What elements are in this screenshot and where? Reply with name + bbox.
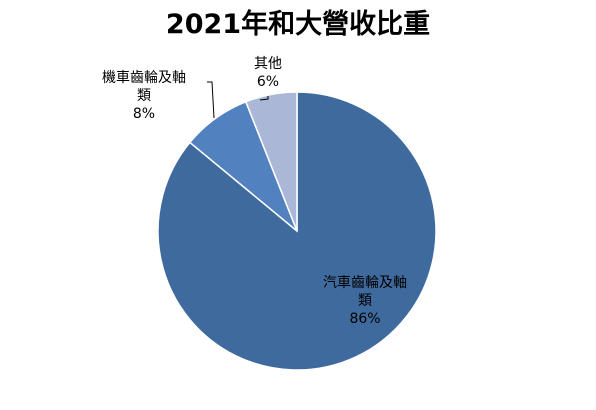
pie-slices [157, 91, 437, 371]
slice-label-2: 機車齒輪及軸類 8% [102, 69, 186, 122]
slice-label-line: 類 [137, 88, 151, 104]
chart-title: 2021年和大營收比重 [166, 8, 430, 40]
slice-label-line: 其他 [254, 56, 282, 72]
slice-label-line: 6% [257, 74, 279, 90]
slice-label-line: 8% [133, 106, 155, 122]
leader-lines [207, 81, 269, 119]
leader-line-3 [259, 96, 269, 101]
slice-label-line: 類 [358, 293, 372, 309]
slice-label-line: 汽車齒輪及軸 [323, 274, 407, 291]
slice-label-line: 86% [349, 311, 380, 327]
leader-line-2 [207, 81, 215, 119]
slice-label-3: 其他 6% [254, 56, 282, 90]
pie-slice-3 [244, 91, 298, 232]
slice-labels: 汽車齒輪及軸類 86%機車齒輪及軸類 8%其他 6% [102, 56, 407, 327]
slice-label-line: 機車齒輪及軸 [102, 69, 186, 86]
slice-label-1: 汽車齒輪及軸類 86% [323, 274, 407, 327]
